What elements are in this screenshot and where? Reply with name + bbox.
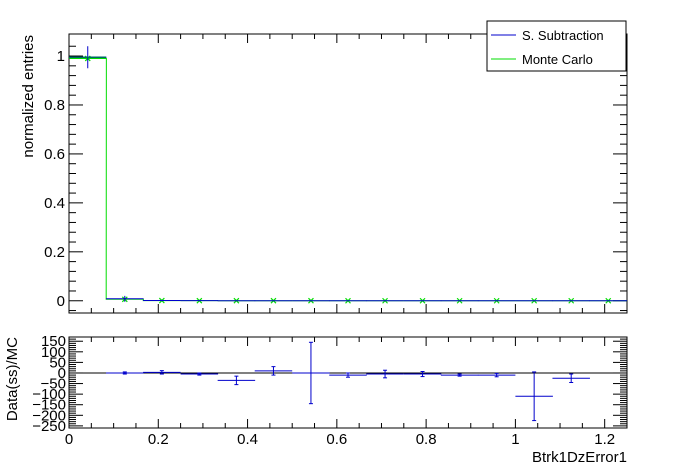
ratio-x-tick-label: 0.2 [148,431,169,448]
ratio-x-tick-label: 1 [511,431,519,448]
ratio-x-tick-label: 0.6 [326,431,347,448]
ratio-y-tick-label: −200 [32,407,66,424]
ratio-series-marks [106,341,590,422]
ratio-data-point [292,341,330,405]
main-y-axis-title: normalized entries [20,35,37,158]
ratio-plot-frame [68,336,628,429]
main-y-tick-label: 0.4 [44,195,65,212]
main-y-tick-label: 0.8 [44,97,65,114]
ratio-y-tick-label: 100 [41,344,66,361]
ss-data-point [106,295,144,302]
ratio-data-point [366,369,404,379]
main-axis-ticks: 0 0.2 0.4 0.6 0.8 1 [44,34,628,313]
ratio-data-point [217,375,256,386]
ss-data-point [143,299,181,302]
legend-label-monte-carlo: Monte Carlo [522,52,593,67]
ratio-data-point [403,370,442,378]
legend: S. Subtraction Monte Carlo [486,20,627,72]
main-panel: 0 0.2 0.4 0.6 0.8 1 normalized entries S. Sub… [20,20,628,314]
ratio-y-tick-label: 0 [58,365,66,382]
legend-label-s-subtraction: S. Subtraction [522,28,604,43]
mc-histogram-line [69,57,627,302]
ratio-data-point [143,370,181,375]
main-y-tick-label: 0.2 [44,244,65,261]
ratio-x-tick-label: 0 [65,431,73,448]
main-y-tick-label: 0.6 [44,146,65,163]
ratio-x-tick-label: 0.8 [416,431,437,448]
ratio-y-axis-title: Data(ss)/MC [4,337,21,421]
ratio-data-point [440,373,479,377]
ratio-data-point [515,371,553,422]
ratio-data-point [329,372,367,378]
legend-box [486,20,627,72]
ratio-data-point [552,373,590,383]
ratio-y-tick-label: −50 [41,376,66,393]
main-plot-frame [68,33,628,314]
ratio-y-tick-label: 50 [49,354,66,371]
ratio-y-tick-label: 150 [41,333,66,350]
ratio-y-tick-label: −250 [32,418,66,435]
ratio-data-point [180,372,219,376]
x-axis-title: Btrk1DzError1 [532,449,627,466]
ratio-data-point [477,372,516,378]
ratio-y-tick-label: −100 [32,386,66,403]
ratio-data-point [254,366,293,376]
ratio-data-point [106,371,144,375]
ss-data-point [180,300,219,302]
main-y-tick-label: 0 [57,293,65,310]
ratio-x-tick-label: 1.2 [594,431,615,448]
ratio-y-tick-label: −150 [32,397,66,414]
ratio-x-tick-label: 0.4 [237,431,258,448]
main-y-tick-label: 1 [57,48,65,65]
main-series-marks [69,46,627,304]
